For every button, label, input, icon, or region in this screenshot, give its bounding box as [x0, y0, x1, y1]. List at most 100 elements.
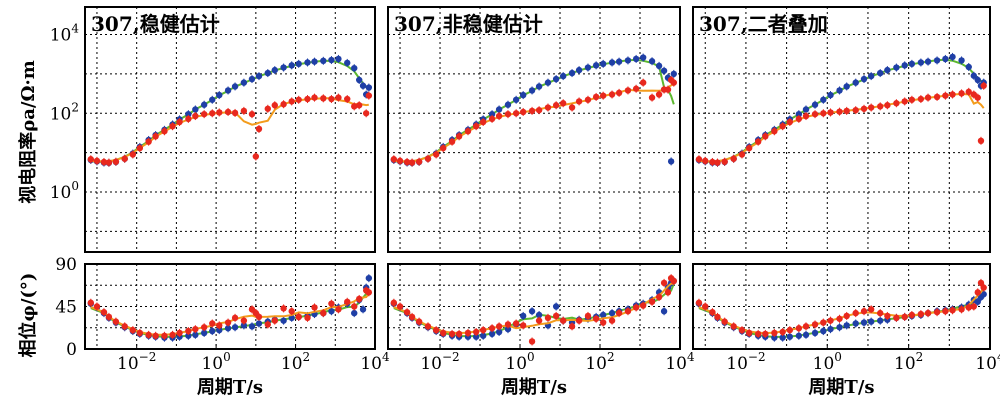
yx-phase-point: [908, 311, 916, 319]
yx-rho-point: [408, 159, 416, 166]
yx-rho-point: [820, 110, 827, 117]
rho-axis-label: 视电阻率ρa/Ω·m: [17, 60, 39, 204]
xy-phase-point: [185, 332, 192, 339]
yx-rho-point: [288, 98, 295, 105]
yx-phase-point: [568, 323, 576, 330]
yx-phase-point: [730, 323, 737, 330]
yx-rho-point: [390, 156, 398, 163]
xy-rho-point: [544, 79, 552, 86]
yx-rho-point: [695, 156, 703, 163]
x-tick-label: 10−2: [726, 350, 765, 374]
yx-rho-point: [958, 90, 965, 97]
yx-phase-point: [355, 295, 363, 303]
rho-tick-label: 104: [50, 22, 80, 46]
yx-rho-point: [615, 89, 623, 97]
phase-frame: [692, 263, 991, 350]
yx-rho-point: [472, 122, 480, 130]
xy-phase-point: [599, 311, 607, 319]
yx-rho-point: [112, 158, 120, 165]
xy-phase-point: [820, 327, 827, 335]
yx-phase-point: [980, 284, 987, 291]
yx-rho-point: [240, 107, 248, 115]
yx-phase-point: [559, 317, 567, 324]
yx-phase-point: [933, 308, 941, 316]
yx-rho-point: [745, 144, 753, 152]
yx-phase-point: [488, 325, 496, 332]
yx-rho-point: [415, 158, 423, 165]
panel-title: 307,二者叠加: [699, 12, 828, 36]
yx-phase-point: [415, 318, 423, 325]
xy-phase-point: [852, 320, 859, 327]
x-tick-label: 100: [201, 350, 230, 374]
xy-rho-point: [224, 87, 232, 94]
xy-rho-point: [568, 69, 576, 77]
xy-rho-point: [802, 106, 810, 113]
rho-tick-label: 100: [50, 179, 79, 203]
yx-rho-point: [544, 104, 552, 111]
yx-rho-point: [209, 110, 216, 117]
yx-rho-point: [714, 159, 721, 166]
x-tick-label: 100: [813, 350, 842, 374]
yx-phase-point: [820, 319, 827, 326]
yx-rho-point: [730, 155, 737, 162]
yx-rho-point: [721, 158, 728, 165]
yx-rho-point: [877, 103, 884, 110]
yx-phase-point: [455, 330, 463, 338]
xy-rho-point: [958, 57, 965, 64]
yx-rho-point: [495, 112, 503, 120]
yx-rho-point: [432, 151, 440, 158]
yx-phase-point: [209, 320, 216, 327]
yx-phase-point: [161, 332, 168, 339]
yx-rho-point: [893, 100, 900, 107]
xy-phase-point: [495, 328, 503, 336]
yx-rho-point: [448, 138, 456, 145]
yx-phase-point: [408, 313, 416, 321]
yx-phase-point: [552, 312, 560, 320]
yx-phase-point: [762, 330, 769, 338]
yx-rho-point: [224, 108, 232, 116]
yx-rho-point: [942, 92, 949, 99]
xy-phase-point: [209, 327, 216, 335]
yx-rho-point: [762, 133, 769, 140]
yx-rho-point: [328, 95, 335, 103]
yx-rho-point: [248, 110, 256, 118]
xy-rho-point: [552, 75, 560, 83]
yx-rho-point: [980, 82, 987, 89]
yx-phase-point: [660, 279, 668, 287]
yx-phase-point: [544, 314, 552, 322]
yx-rho-point: [161, 128, 168, 135]
yx-rho-point: [702, 157, 709, 165]
xy-rho-point: [615, 58, 623, 65]
xy-rho-point: [667, 158, 675, 165]
xy-rho-point: [660, 67, 668, 74]
xy-rho-point: [495, 106, 503, 113]
yx-phase-point: [754, 330, 762, 338]
yx-rho-point: [836, 108, 843, 115]
xy-rho-point: [192, 106, 199, 113]
yx-rho-point: [811, 110, 819, 118]
xy-rho-point: [335, 55, 342, 63]
yx-rho-point: [901, 98, 908, 105]
yx-phase-point: [288, 308, 295, 315]
yx-rho-point: [867, 104, 875, 111]
xy-phase-point: [795, 332, 803, 339]
xy-rho-point: [852, 79, 859, 86]
xy-phase-point: [608, 309, 616, 317]
xy-rho-point: [504, 101, 512, 108]
yx-phase-point: [519, 322, 527, 329]
yx-phase-point: [949, 307, 956, 314]
yx-phase-point: [152, 332, 159, 339]
yx-rho-point: [933, 93, 941, 101]
x-tick-label: 102: [281, 350, 310, 374]
yx-rho-point: [365, 92, 373, 99]
rho-tick-label: 102: [50, 100, 79, 124]
yx-rho-point: [559, 100, 567, 107]
xy-phase-point: [216, 326, 223, 334]
xy-rho-point: [949, 53, 956, 61]
yx-phase-point: [112, 318, 120, 325]
yx-rho-point: [185, 115, 192, 123]
yx-phase-point: [328, 300, 335, 307]
xy-rho-point: [632, 55, 640, 63]
xy-rho-point: [264, 69, 271, 77]
xy-phase-point: [328, 308, 335, 315]
